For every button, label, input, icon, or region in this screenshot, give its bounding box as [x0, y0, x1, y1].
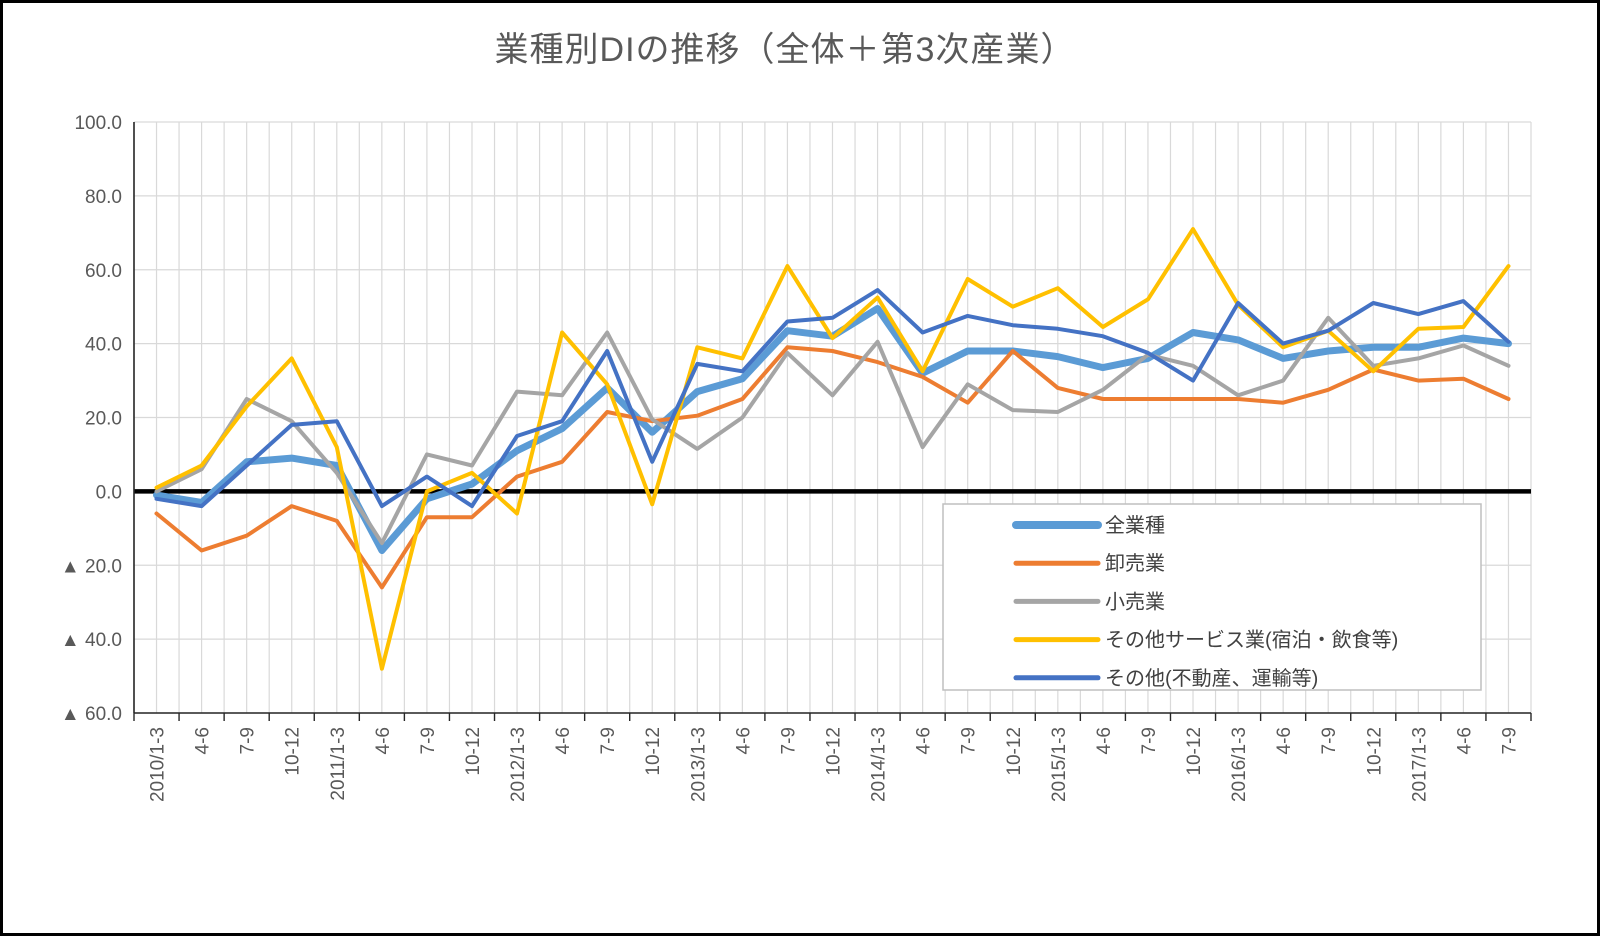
x-tick-label: 10-12: [1004, 727, 1025, 776]
series-line-retail: [154, 315, 1511, 546]
legend-label-all-industries: 全業種: [1105, 514, 1165, 537]
x-tick-label: 2012/1-3: [508, 727, 529, 802]
x-tick-label: 7-9: [1319, 727, 1340, 754]
legend-label-other-services: その他サービス業(宿泊・飲食等): [1105, 629, 1398, 652]
x-tick-label: 7-9: [1139, 727, 1160, 754]
y-tick-label: ▲ 40.0: [61, 630, 122, 651]
y-tick-label: 60.0: [85, 261, 122, 282]
x-tick-label: 2017/1-3: [1409, 727, 1430, 802]
x-tick-label: 10-12: [643, 727, 664, 776]
y-tick-label: 100.0: [74, 113, 122, 134]
x-tick-label: 4-6: [1454, 727, 1475, 754]
x-tick-label: 2011/1-3: [328, 727, 349, 801]
y-tick-label: 20.0: [85, 409, 122, 430]
x-tick-label: 10-12: [824, 727, 845, 776]
x-tick-label: 2014/1-3: [869, 727, 890, 802]
y-tick-label: ▲ 20.0: [61, 556, 122, 577]
legend-box: [942, 503, 1482, 691]
x-tick-label: 10-12: [463, 727, 484, 776]
y-tick-label: ▲ 60.0: [61, 704, 122, 725]
x-tick-label: 7-9: [959, 727, 980, 754]
series-line-other: [154, 288, 1511, 509]
y-tick-label: 40.0: [85, 335, 122, 356]
x-tick-label: 2013/1-3: [688, 727, 709, 802]
x-tick-label: 10-12: [1364, 727, 1385, 776]
x-axis-labels: 2010/1-3 4-6 7-9 10-12 2011/1-3 4-6 7-9 10-12 20…: [148, 727, 1521, 802]
x-tick-label: 7-9: [598, 727, 619, 754]
y-axis-labels: 100.0 80.0 60.0 40.0 20.0 0.0 ▲ 20.0 ▲ 40.0 ▲ 60…: [61, 113, 122, 725]
x-tick-label: 4-6: [914, 727, 935, 754]
chart-canvas: 業種別DIの推移（全体＋第3次産業） 100.0 80.0 60.0 40.0 20.0…: [61, 31, 1532, 802]
x-tick-label: 7-9: [778, 727, 799, 754]
x-tick-label: 10-12: [1184, 727, 1205, 776]
x-tick-label: 7-9: [238, 727, 259, 754]
x-tick-label: 10-12: [283, 727, 304, 776]
y-tick-label: 0.0: [96, 482, 122, 503]
series-lines: [153, 227, 1512, 671]
x-tick-label: 2015/1-3: [1049, 727, 1070, 802]
x-tick-label: 7-9: [1499, 727, 1520, 754]
x-tick-label: 4-6: [193, 727, 214, 754]
y-tick-label: 80.0: [85, 187, 122, 208]
legend-label-other: その他(不動産、運輸等): [1105, 667, 1318, 690]
x-tick-label: 4-6: [1094, 727, 1115, 754]
x-tick-label: 4-6: [733, 727, 754, 754]
series-line-other-services: [154, 227, 1511, 671]
series-line-wholesale: [154, 345, 1511, 590]
x-tick-label: 7-9: [418, 727, 439, 754]
x-tick-label: 4-6: [553, 727, 574, 754]
legend-label-wholesale: 卸売業: [1105, 552, 1165, 575]
x-tick-label: 4-6: [373, 727, 394, 754]
chart-title: 業種別DIの推移（全体＋第3次産業）: [495, 31, 1076, 69]
legend-label-retail: 小売業: [1105, 590, 1165, 613]
axes: [133, 122, 1532, 721]
x-tick-label: 2016/1-3: [1229, 727, 1250, 802]
x-tick-label: 2010/1-3: [148, 727, 169, 802]
x-tick-label: 4-6: [1274, 727, 1295, 754]
